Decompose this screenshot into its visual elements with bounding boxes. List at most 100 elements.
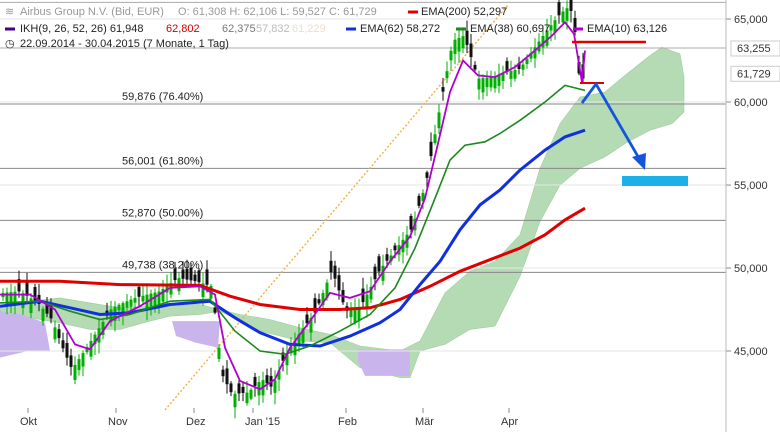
candle-body: [385, 254, 389, 261]
candle-body: [333, 265, 337, 279]
price-tag-label: 63,255: [737, 43, 771, 55]
candle-body: [513, 70, 517, 79]
candle-body: [433, 134, 437, 144]
chart-header: ≋ Airbus Group N.V. (Bid, EUR) O: 61,308…: [5, 6, 667, 50]
candle-body: [13, 291, 17, 306]
x-tick-label: Dez: [186, 416, 206, 428]
candle-body: [65, 343, 69, 358]
candle-body: [109, 309, 113, 323]
y-tick-label: 60,000: [734, 97, 768, 109]
period-label: 22.09.2014 - 30.04.2015 (7 Monate, 1 Tag…: [20, 38, 229, 50]
candle-body: [497, 74, 501, 86]
y-tick-label: 55,000: [734, 180, 768, 192]
candle-body: [221, 369, 225, 377]
candle-body: [489, 77, 493, 88]
candle-body: [249, 389, 253, 399]
candle-body: [141, 295, 145, 302]
candle-body: [473, 64, 477, 70]
price-tag-box: [730, 40, 780, 57]
fibonacci-levels: 59,876 (76.40%) 56,001 (61.80%) 52,870 (50…: [0, 1, 726, 273]
header-icon: ≋: [5, 6, 14, 18]
candle-body: [373, 266, 377, 280]
ema200-line: [0, 206, 586, 311]
candle-body: [289, 346, 293, 354]
ohlc-values: O: 61,308 H: 62,106 L: 59,527 C: 61,729: [178, 6, 377, 18]
candle-body: [485, 77, 489, 88]
candle-body: [437, 112, 441, 129]
cloud-bear-area: [358, 349, 410, 376]
candle-body: [281, 352, 285, 361]
candle-body: [41, 308, 45, 322]
candle-body: [101, 322, 105, 335]
candle-body: [453, 39, 457, 54]
candlesticks: [1, 0, 585, 419]
legend-label: EMA(10) 63,126: [587, 23, 667, 35]
grid-lines: [0, 18, 726, 352]
candle-body: [357, 308, 361, 321]
candle-body: [313, 298, 317, 313]
ichimoku-cloud: [0, 46, 685, 378]
fib-label: 52,870 (50.00%): [122, 207, 203, 219]
candle-body: [129, 299, 133, 307]
x-axis: Okt Nov Dez Jan '15 Feb Mär Apr: [20, 408, 518, 428]
candle-body: [117, 304, 121, 311]
candle-body: [553, 20, 557, 33]
legend-value: 57,832: [256, 23, 290, 35]
candle-body: [297, 334, 301, 345]
candle-body: [477, 78, 481, 90]
candle-body: [85, 347, 89, 353]
candle-body: [181, 269, 185, 279]
arrowhead-icon: [632, 153, 646, 170]
candle-body: [349, 310, 353, 318]
candle-body: [549, 25, 553, 31]
candle-body: [233, 393, 237, 408]
candle-body: [17, 279, 21, 292]
candle-body: [21, 293, 25, 309]
candle-body: [457, 37, 461, 52]
candle-body: [417, 195, 421, 206]
x-tick-label: Apr: [501, 416, 518, 428]
candle-body: [61, 340, 65, 349]
candle-body: [469, 43, 473, 58]
candle-body: [69, 355, 73, 367]
candle-body: [245, 392, 249, 404]
candle-body: [573, 18, 577, 32]
candle-body: [393, 245, 397, 251]
candle-body: [561, 11, 565, 23]
cloud-bear-area: [0, 311, 50, 358]
candle-body: [125, 301, 129, 308]
candle-body: [57, 329, 61, 339]
candle-body: [241, 386, 245, 393]
candle-body: [429, 141, 433, 157]
candle-body: [29, 298, 33, 313]
price-tag-box: [730, 65, 780, 82]
candle-body: [501, 73, 505, 81]
candle-body: [421, 192, 425, 202]
candle-body: [361, 288, 365, 303]
candle-body: [389, 255, 393, 262]
projection-arrows: [572, 40, 688, 186]
candle-body: [225, 368, 229, 385]
candle-body: [317, 299, 321, 304]
y-tick-label: 45,000: [734, 346, 768, 358]
legend-value: 61,229: [292, 23, 326, 35]
candle-body: [505, 61, 509, 72]
legend-label: IKH(9, 26, 52, 26) 61,948: [20, 23, 144, 35]
candle-body: [461, 36, 465, 49]
candle-body: [525, 58, 529, 64]
x-tick-label: Okt: [20, 416, 37, 428]
clock-icon: ◷: [5, 38, 15, 50]
candle-body: [201, 283, 205, 298]
candle-body: [9, 292, 13, 305]
candle-body: [133, 297, 137, 303]
x-tick-label: Mär: [415, 416, 434, 428]
legend-value: 62,802: [166, 23, 200, 35]
candle-body: [465, 30, 469, 45]
candle-body: [493, 76, 497, 89]
candle-body: [53, 327, 57, 340]
fib-label: 59,876 (76.40%): [122, 91, 203, 103]
candle-body: [5, 292, 9, 306]
candle-body: [229, 383, 233, 393]
candle-body: [365, 294, 369, 309]
candle-body: [277, 370, 281, 380]
